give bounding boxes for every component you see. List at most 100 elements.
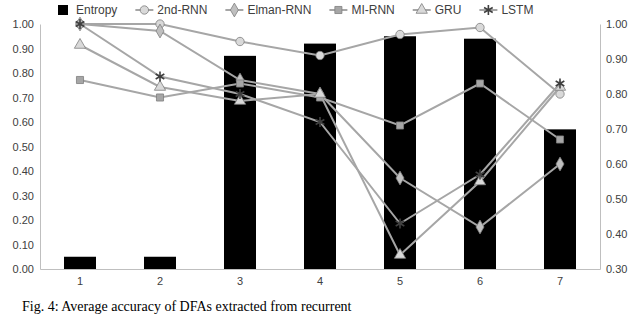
tick-label: 4 (317, 275, 323, 287)
legend-swatch (230, 3, 238, 17)
axis-line (600, 25, 601, 270)
tick: 0.60 (13, 116, 40, 128)
line (80, 45, 560, 255)
legend-label: Entropy (76, 3, 117, 17)
legend-swatch (484, 5, 493, 15)
bar (544, 129, 576, 269)
legend-item: LSTM (479, 3, 533, 17)
tick-label: 0.60 (606, 158, 627, 170)
tick: 2 (157, 269, 163, 287)
tick-label: 7 (557, 275, 563, 287)
tick-label: 6 (477, 275, 483, 287)
marker (396, 171, 404, 185)
plot-area (64, 17, 576, 269)
y-axis: 0.00 0.10 0.20 0.30 0.40 0.50 0.60 0.70 0.80 0.90… (13, 18, 41, 275)
tick-label: 1 (77, 275, 83, 287)
line-series (76, 17, 564, 234)
legend-item: Elman-RNN (225, 3, 311, 17)
marker (236, 37, 244, 45)
line-series (74, 38, 565, 258)
tick: 0.80 (600, 88, 627, 100)
legend-label: Elman-RNN (247, 3, 311, 17)
legend-label: GRU (435, 3, 462, 17)
tick-label: 5 (397, 275, 403, 287)
marker (556, 136, 563, 143)
legend-label: LSTM (501, 3, 533, 17)
tick-label: 0.40 (13, 165, 34, 177)
marker (74, 38, 85, 48)
tick: 0.10 (13, 239, 40, 251)
tick-label: 1.00 (606, 18, 627, 30)
legend-swatch (140, 6, 148, 14)
tick-label: 0.70 (13, 92, 34, 104)
line-series (76, 19, 565, 228)
tick: 0.00 (13, 263, 40, 275)
tick-label: 0.20 (13, 214, 34, 226)
tick: 5 (397, 269, 403, 287)
tick-label: 0.90 (13, 43, 34, 55)
legend-swatch (58, 5, 68, 15)
tick: 0.50 (13, 141, 40, 153)
legend-item: Entropy (58, 3, 117, 17)
tick-label: 0.80 (13, 67, 34, 79)
tick-label: 1.00 (13, 18, 34, 30)
tick-label: 0.80 (606, 88, 627, 100)
marker (76, 19, 85, 29)
marker (396, 30, 404, 38)
marker (476, 220, 484, 234)
tick: 0.60 (600, 158, 627, 170)
tick: 0.70 (600, 123, 627, 135)
title: Fig. 4: Average accuracy of DFAs extract… (22, 299, 352, 314)
legend: Entropy2nd-RNNElman-RNNMI-RNNGRULSTM (58, 3, 533, 17)
marker (476, 23, 484, 31)
tick: 0.40 (13, 165, 40, 177)
tick-label: 0.50 (606, 193, 627, 205)
bar (64, 257, 96, 269)
marker (476, 170, 485, 180)
tick-label: 0.10 (13, 239, 34, 251)
line-series (76, 76, 563, 143)
marker (556, 157, 564, 171)
marker (236, 89, 245, 99)
tick-label: 3 (237, 275, 243, 287)
line (80, 24, 560, 224)
marker (236, 80, 243, 87)
tick: 0.50 (600, 193, 627, 205)
tick-label: 0.00 (13, 263, 34, 275)
legend-label: MI-RNN (351, 3, 394, 17)
tick-label: 0.40 (606, 228, 627, 240)
tick: 3 (237, 269, 243, 287)
legend-swatch (416, 3, 427, 13)
tick: 7 (557, 269, 563, 287)
bar (224, 56, 256, 269)
tick: 0.90 (13, 43, 40, 55)
tick: 0.70 (13, 92, 40, 104)
marker (556, 79, 565, 89)
legend-item: MI-RNN (329, 3, 394, 17)
axis-line (41, 269, 601, 270)
marker (154, 80, 165, 90)
tick-label: 0.30 (13, 190, 34, 202)
marker (396, 122, 403, 129)
marker (396, 219, 405, 229)
marker (476, 80, 483, 87)
marker (156, 94, 163, 101)
legend-item: GRU (413, 3, 462, 17)
marker (316, 51, 324, 59)
line (80, 24, 560, 227)
line (80, 80, 560, 140)
tick: 0.90 (600, 53, 627, 65)
tick: 0.30 (13, 190, 40, 202)
bar (464, 39, 496, 269)
marker (394, 248, 405, 258)
tick-label: 0.30 (606, 263, 627, 275)
marker (314, 87, 325, 97)
marker (156, 72, 165, 82)
tick: 0.20 (13, 214, 40, 226)
marker (156, 24, 164, 38)
tick-label: 0.60 (13, 116, 34, 128)
tick-label: 0.70 (606, 123, 627, 135)
tick-label: 0.90 (606, 53, 627, 65)
marker (316, 117, 325, 127)
tick: 0.40 (600, 228, 627, 240)
